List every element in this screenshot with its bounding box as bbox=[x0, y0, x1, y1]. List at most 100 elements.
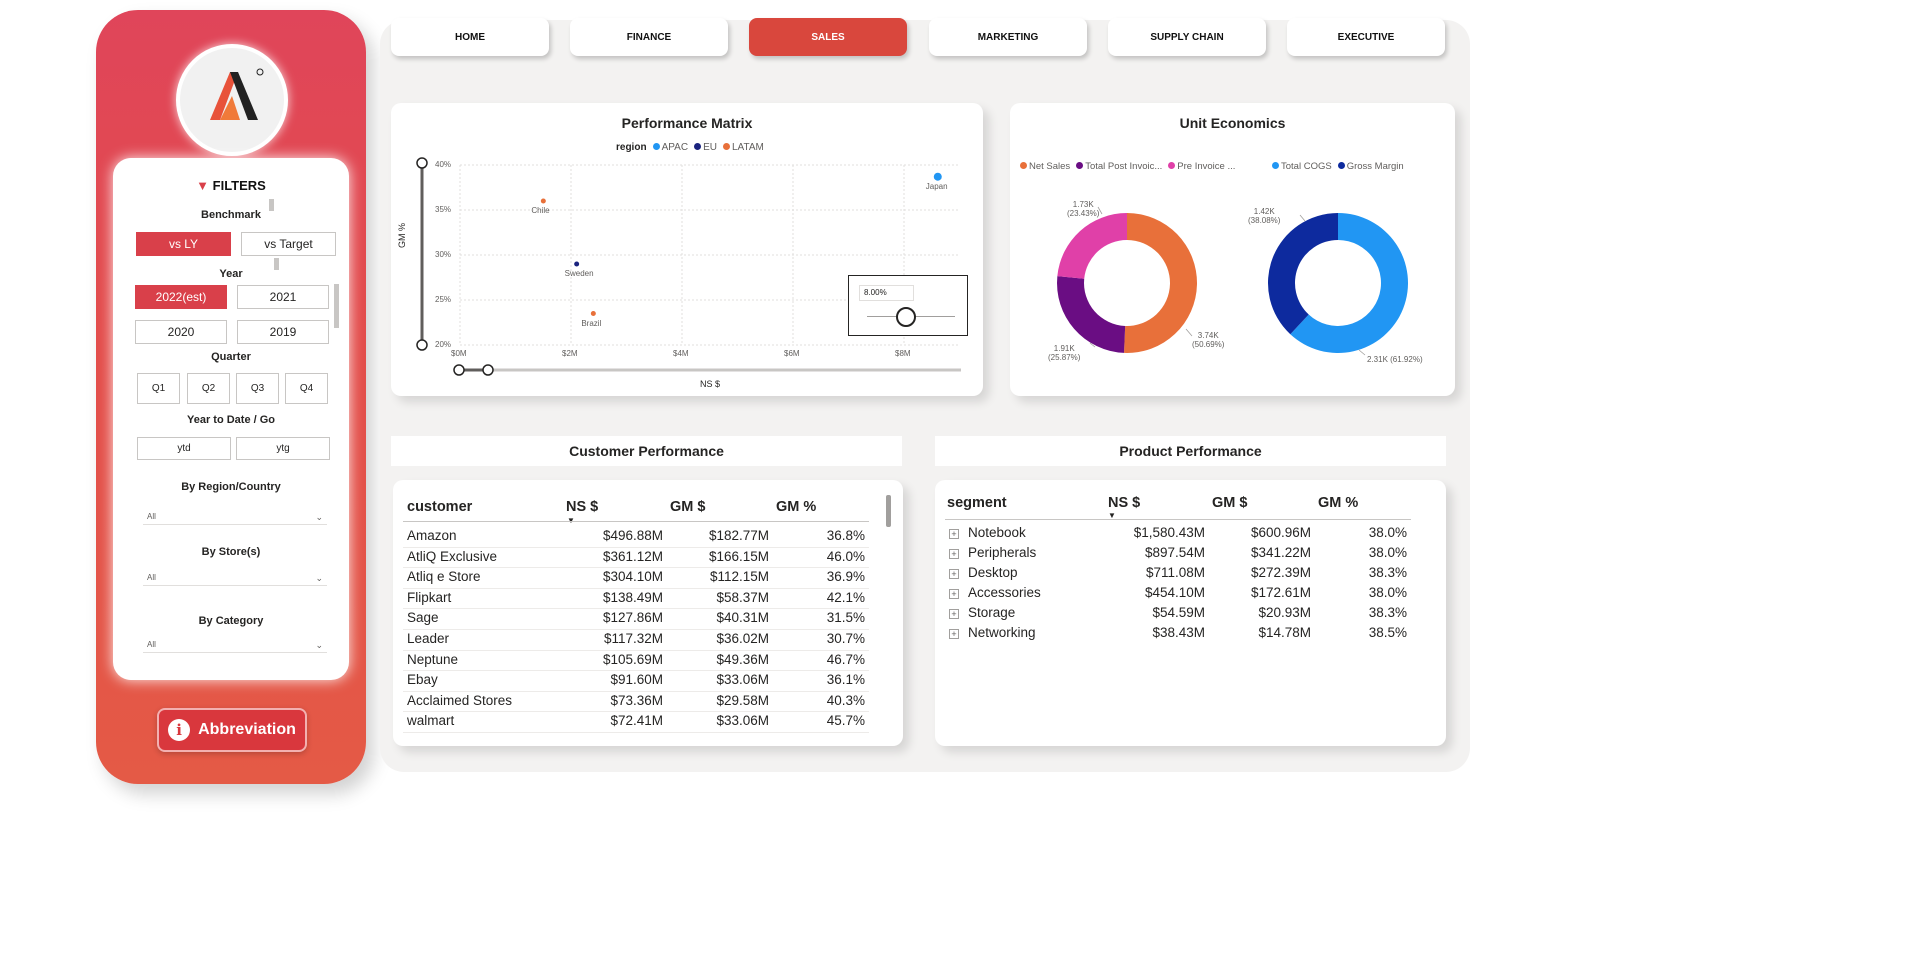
store-dropdown[interactable]: All ⌄ bbox=[143, 570, 327, 586]
column-header-customer[interactable]: customer bbox=[407, 499, 473, 515]
benchmark-vs-target-button[interactable]: vs Target bbox=[241, 232, 336, 256]
scatter-point-sweden[interactable] bbox=[574, 261, 580, 267]
column-header-ns[interactable]: NS $ bbox=[1108, 495, 1141, 511]
category-filter-label: By Category bbox=[198, 615, 264, 627]
quarter-q2-button[interactable]: Q2 bbox=[187, 373, 230, 404]
segment-name-cell[interactable]: Desktop bbox=[968, 565, 1018, 580]
y-range-handle[interactable] bbox=[416, 339, 428, 351]
expand-icon[interactable]: + bbox=[949, 629, 959, 639]
ytg-button[interactable]: ytg bbox=[236, 437, 330, 460]
tab-executive[interactable]: EXECUTIVE bbox=[1287, 18, 1445, 56]
scatter-point-japan[interactable] bbox=[933, 172, 942, 181]
sort-desc-icon: ▼ bbox=[1108, 511, 1116, 520]
legend-item-post-invoice[interactable]: Total Post Invoic... bbox=[1076, 161, 1162, 172]
table-cell: $600.96M bbox=[1250, 525, 1311, 540]
quarter-q4-button[interactable]: Q4 bbox=[285, 373, 328, 404]
legend-item-apac[interactable]: APAC bbox=[652, 142, 688, 153]
x-range-handle[interactable] bbox=[482, 364, 494, 376]
table-cell: $72.41M bbox=[610, 713, 663, 729]
leader-line bbox=[1299, 214, 1306, 222]
table-cell: $40.31M bbox=[716, 610, 769, 626]
legend-item-gross-margin[interactable]: Gross Margin bbox=[1337, 161, 1404, 172]
expand-icon[interactable]: + bbox=[949, 569, 959, 579]
legend-item-eu[interactable]: EU bbox=[694, 142, 717, 153]
slider-value-input[interactable]: 8.00% bbox=[859, 285, 914, 301]
table-cell: $58.37M bbox=[716, 589, 769, 605]
segment-name-cell[interactable]: Accessories bbox=[968, 585, 1041, 600]
column-header-gm[interactable]: GM $ bbox=[1212, 495, 1248, 511]
donut-slice-gross-margin[interactable] bbox=[1268, 213, 1338, 335]
legend-item-latam[interactable]: LATAM bbox=[722, 142, 764, 153]
expand-icon[interactable]: + bbox=[949, 529, 959, 539]
customer-performance-title: Customer Performance bbox=[569, 443, 724, 459]
table-cell: 38.3% bbox=[1368, 605, 1407, 620]
ytd-button[interactable]: ytd bbox=[137, 437, 231, 460]
x-tick: $2M bbox=[562, 349, 578, 358]
legend-item-pre-invoice[interactable]: Pre Invoice ... bbox=[1168, 161, 1235, 172]
expand-icon[interactable]: + bbox=[949, 589, 959, 599]
donut-slice-net-sales[interactable] bbox=[1124, 213, 1198, 353]
table-cell: $272.39M bbox=[1250, 565, 1311, 580]
customer-name-cell: Neptune bbox=[407, 651, 459, 667]
segment-name-cell[interactable]: Storage bbox=[968, 605, 1016, 620]
donut-data-label: 1.42K (38.08%) bbox=[1248, 207, 1281, 225]
year-2022-button[interactable]: 2022(est) bbox=[135, 285, 227, 309]
column-header-gm-pct[interactable]: GM % bbox=[776, 499, 817, 515]
quarter-q1-button[interactable]: Q1 bbox=[137, 373, 180, 404]
donut-slice-pre-invoice[interactable] bbox=[1057, 213, 1127, 279]
customer-name-cell: Acclaimed Stores bbox=[407, 692, 513, 708]
table-cell: $304.10M bbox=[602, 569, 663, 585]
region-filter-label: By Region/Country bbox=[181, 481, 281, 493]
table-cell: $496.88M bbox=[602, 528, 663, 543]
benchmark-vs-ly-button[interactable]: vs LY bbox=[136, 232, 231, 256]
year-scrollbar[interactable] bbox=[334, 284, 339, 328]
tab-sales[interactable]: SALES bbox=[749, 18, 907, 56]
tab-finance[interactable]: FINANCE bbox=[570, 18, 728, 56]
expand-icon[interactable]: + bbox=[949, 549, 959, 559]
table-scrollbar[interactable] bbox=[886, 495, 891, 527]
x-tick: $4M bbox=[673, 349, 689, 358]
segment-name-cell[interactable]: Notebook bbox=[968, 525, 1026, 540]
x-range-handle[interactable] bbox=[453, 364, 465, 376]
row-divider bbox=[403, 649, 869, 651]
y-range-handle[interactable] bbox=[416, 157, 428, 169]
table-cell: $897.54M bbox=[1144, 545, 1205, 560]
tab-marketing[interactable]: MARKETING bbox=[929, 18, 1087, 56]
legend-item-net-sales[interactable]: Net Sales bbox=[1020, 161, 1070, 172]
legend-item-total-cogs[interactable]: Total COGS bbox=[1272, 161, 1332, 172]
slider-handle[interactable] bbox=[896, 307, 916, 327]
table-cell: 36.1% bbox=[826, 672, 865, 688]
table-cell: $105.69M bbox=[602, 651, 663, 667]
segment-name-cell[interactable]: Peripherals bbox=[968, 545, 1037, 560]
table-cell: 38.0% bbox=[1368, 585, 1407, 600]
filters-title: ▼ FILTERS bbox=[196, 178, 266, 193]
table-cell: $49.36M bbox=[716, 651, 769, 667]
column-header-ns[interactable]: NS $ bbox=[566, 499, 599, 515]
table-cell: $14.78M bbox=[1258, 625, 1311, 640]
expand-icon[interactable]: + bbox=[949, 609, 959, 619]
quarter-q3-button[interactable]: Q3 bbox=[236, 373, 279, 404]
year-2020-button[interactable]: 2020 bbox=[135, 320, 227, 344]
abbreviation-button[interactable]: i Abbreviation bbox=[157, 708, 307, 752]
donut-slice-total-post-invoic[interactable] bbox=[1057, 276, 1126, 353]
year-2019-button[interactable]: 2019 bbox=[237, 320, 329, 344]
chevron-down-icon: ⌄ bbox=[315, 573, 323, 583]
column-header-gm-pct[interactable]: GM % bbox=[1318, 495, 1359, 511]
column-header-segment[interactable]: segment bbox=[947, 495, 1007, 511]
scatter-point-brazil[interactable] bbox=[590, 311, 596, 316]
tab-supply-chain[interactable]: SUPPLY CHAIN bbox=[1108, 18, 1266, 56]
matrix-legend: region APAC EU LATAM bbox=[616, 142, 764, 153]
column-header-gm[interactable]: GM $ bbox=[670, 499, 706, 515]
region-dropdown[interactable]: All ⌄ bbox=[143, 509, 327, 525]
y-tick: 35% bbox=[435, 205, 452, 214]
category-dropdown[interactable]: All ⌄ bbox=[143, 637, 327, 653]
scatter-point-chile[interactable] bbox=[540, 198, 546, 204]
point-label: Japan bbox=[925, 181, 948, 191]
year-2021-button[interactable]: 2021 bbox=[237, 285, 329, 309]
donut-data-label: 3.74K (50.69%) bbox=[1192, 331, 1225, 349]
funnel-icon: ▼ bbox=[196, 178, 210, 193]
segment-name-cell[interactable]: Networking bbox=[968, 625, 1036, 640]
tab-home[interactable]: HOME bbox=[391, 18, 549, 56]
table-cell: $20.93M bbox=[1258, 605, 1311, 620]
donut-slice-total-cogs[interactable] bbox=[1290, 213, 1408, 353]
